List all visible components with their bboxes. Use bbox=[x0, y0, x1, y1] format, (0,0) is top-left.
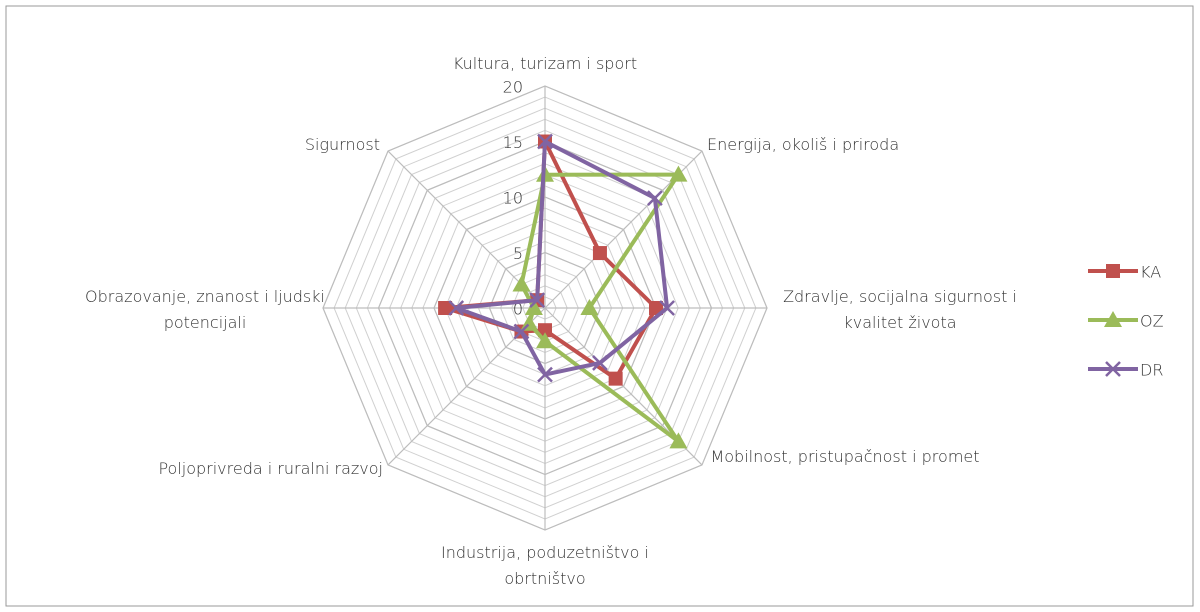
legend-label: KA bbox=[1140, 263, 1161, 282]
marker bbox=[513, 323, 530, 340]
marker bbox=[669, 165, 688, 182]
category-label: Obrazovanje, znanost i ljudski potencija… bbox=[85, 287, 325, 332]
legend-label: OZ bbox=[1140, 312, 1164, 331]
marker bbox=[448, 300, 465, 316]
category-label: Energija, okoliš i priroda bbox=[707, 135, 900, 154]
marker bbox=[669, 432, 688, 449]
category-label: Zdravlje, socijalna sigurnost i kvalitet… bbox=[783, 287, 1017, 332]
y-tick-label: 15 bbox=[503, 133, 523, 152]
marker bbox=[608, 371, 623, 386]
marker bbox=[536, 332, 554, 349]
category-label: Mobilnost, pristupačnost i promet bbox=[710, 447, 980, 466]
marker bbox=[1105, 361, 1121, 377]
marker bbox=[512, 275, 531, 292]
marker bbox=[1106, 264, 1120, 278]
marker bbox=[1104, 311, 1122, 327]
marker bbox=[538, 323, 552, 338]
y-tick-label: 5 bbox=[513, 244, 523, 263]
category-label: Poljoprivreda i ruralni razvoj bbox=[158, 459, 383, 478]
marker bbox=[649, 301, 663, 315]
marker bbox=[529, 292, 546, 309]
marker bbox=[592, 246, 607, 261]
marker bbox=[659, 300, 675, 316]
marker bbox=[580, 299, 599, 315]
marker bbox=[537, 133, 553, 150]
y-tick-label: 20 bbox=[503, 78, 523, 97]
marker bbox=[537, 366, 553, 383]
marker bbox=[524, 299, 543, 315]
y-tick-label: 10 bbox=[503, 189, 523, 208]
y-tick-label: 0 bbox=[513, 300, 523, 319]
marker bbox=[647, 190, 663, 206]
marker bbox=[592, 355, 608, 371]
marker bbox=[438, 301, 453, 315]
category-label: Industrija, poduzetništvo i obrtništvo bbox=[441, 543, 649, 588]
legend-label: DR bbox=[1140, 361, 1163, 380]
category-label: Sigurnost bbox=[304, 135, 380, 154]
category-label: Kultura, turizam i sport bbox=[452, 54, 638, 73]
